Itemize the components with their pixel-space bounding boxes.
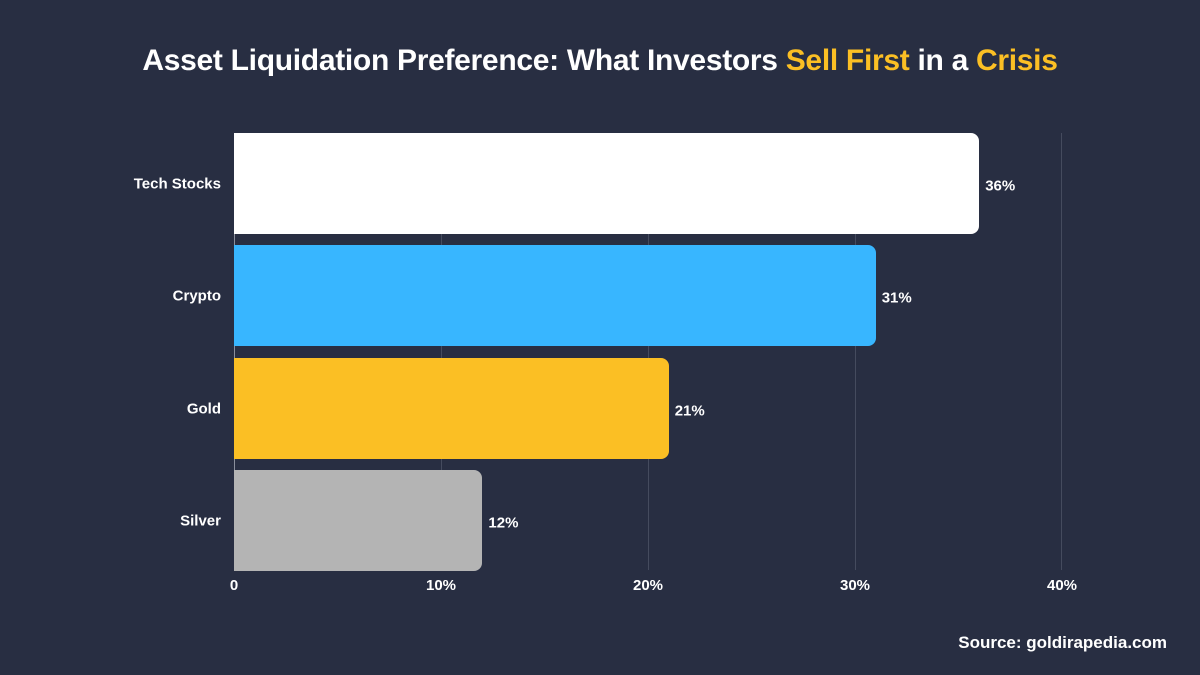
bar-tech-stocks [234,133,980,234]
x-tick-label-0: 0 [229,577,239,594]
x-tick-label-30: 30% [839,577,871,594]
x-tick-label-10: 10% [425,577,457,594]
title-highlight-sell-first: Sell First [785,44,910,77]
x-tick-label-40: 40% [1046,577,1078,594]
category-label-tech-stocks: Tech Stocks [133,175,221,192]
title-highlight-crisis: Crisis [976,44,1058,77]
title-text-2: in a [909,44,976,77]
title-text-1: Asset Liquidation Preference: What Inves… [142,44,786,77]
chart-title: Asset Liquidation Preference: What Inves… [0,44,1200,78]
bar-value-label-silver: 12% [488,514,519,531]
category-label-crypto: Crypto [172,287,221,304]
bar-value-label-gold: 21% [674,402,705,419]
gridline-30 [855,133,856,570]
plot-area: 36% 31% 21% 12% [234,133,1062,571]
bar-value-label-tech-stocks: 36% [985,177,1016,194]
source-credit: Source: goldirapedia.com [958,633,1167,652]
gridline-20 [648,133,649,570]
bar-gold [234,358,669,459]
gridline-10 [441,133,442,570]
y-axis-line [234,133,235,570]
bar-value-label-crypto: 31% [881,289,912,306]
gridline-40 [1061,133,1062,570]
category-label-gold: Gold [186,400,221,417]
bar-silver [234,470,483,571]
x-tick-label-20: 20% [632,577,664,594]
bar-crypto [234,245,876,346]
category-label-silver: Silver [180,512,221,529]
